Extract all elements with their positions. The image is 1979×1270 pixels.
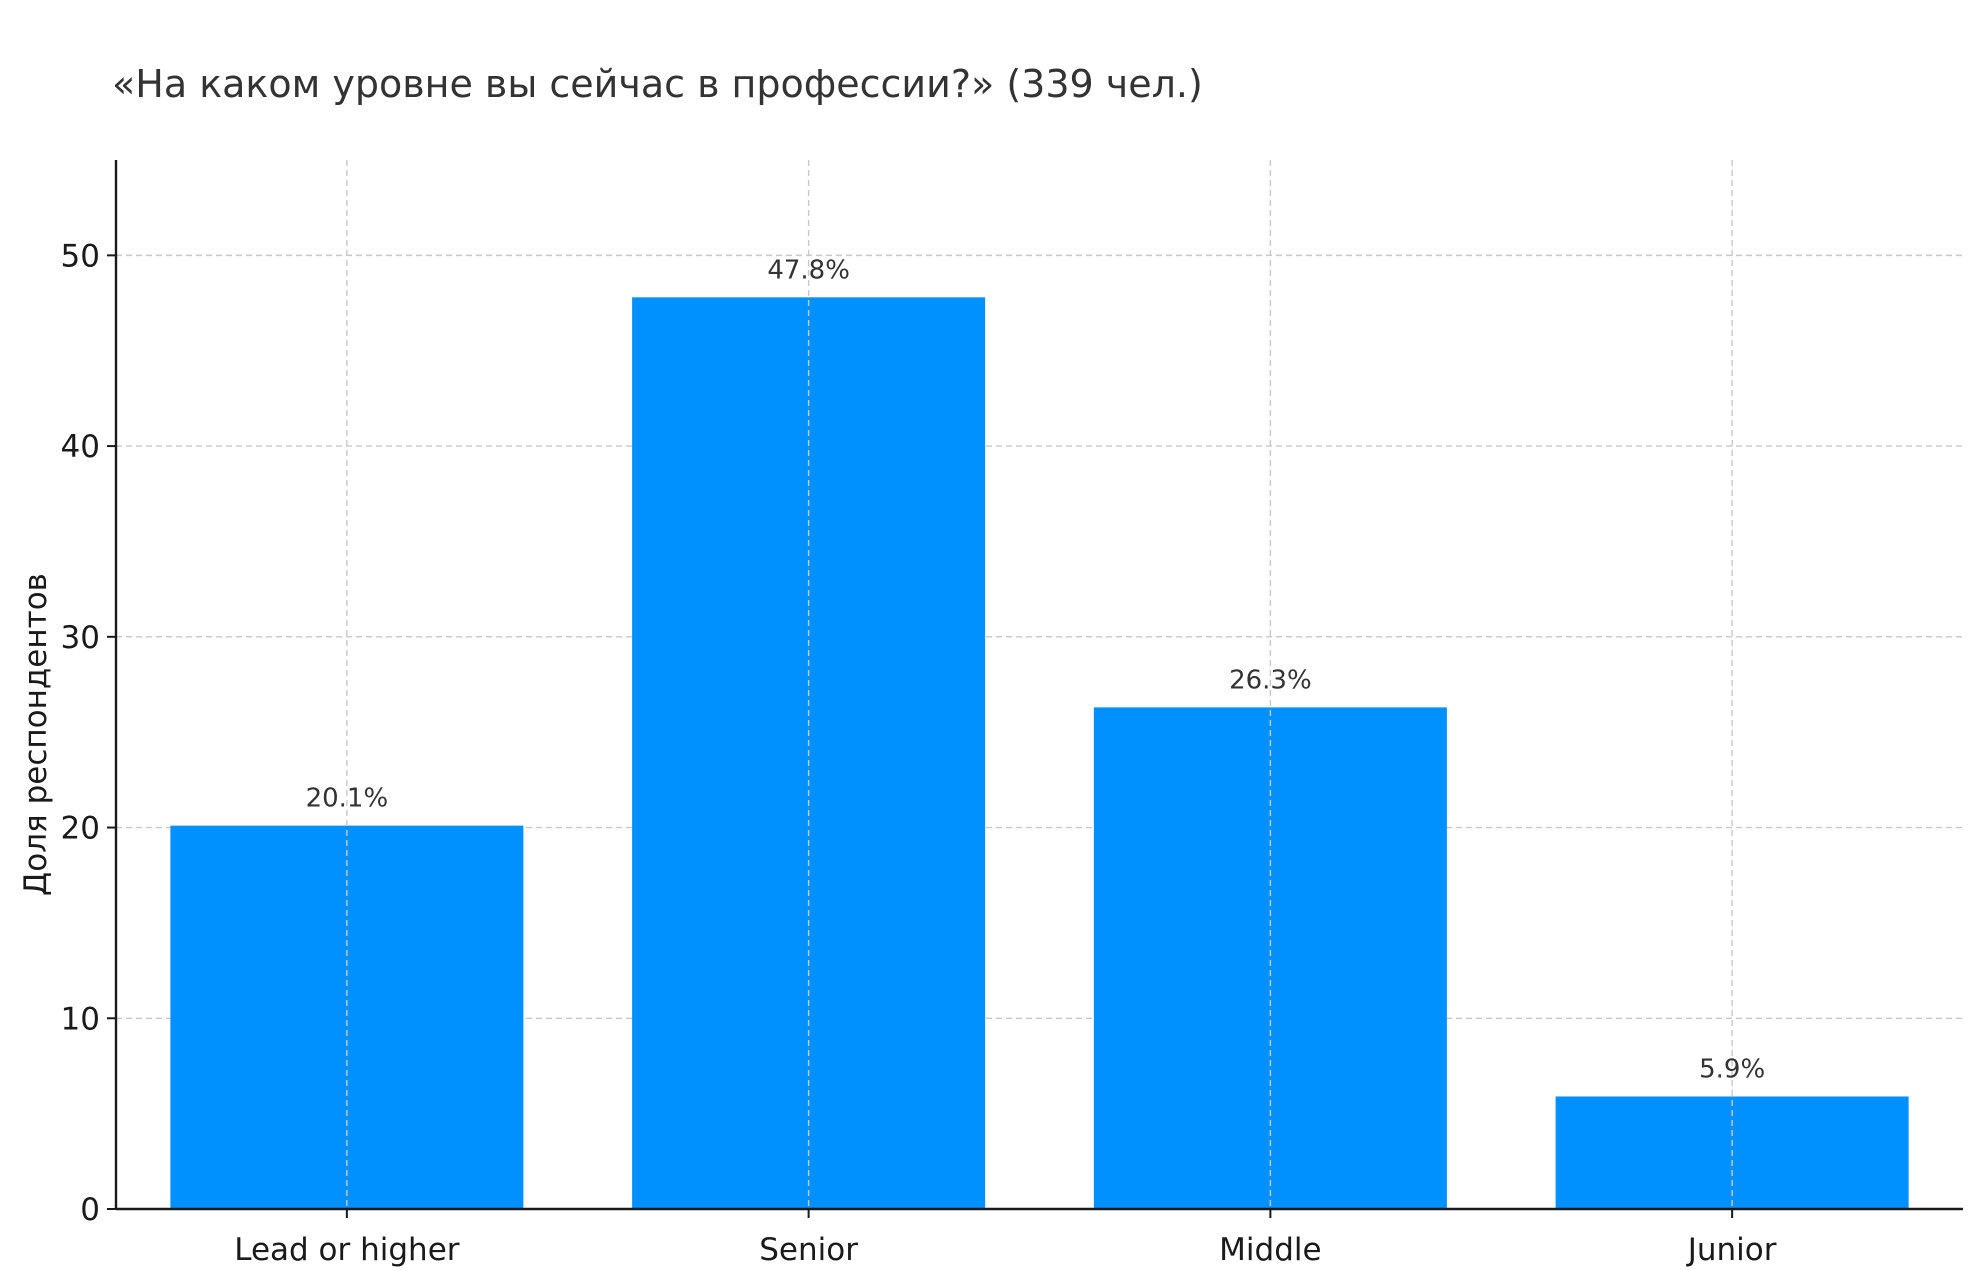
y-tick-label: 50 — [61, 238, 100, 274]
y-tick-label: 30 — [61, 620, 100, 656]
x-tick-label: Junior — [1686, 1232, 1777, 1268]
data-label: 47.8% — [767, 255, 850, 285]
x-tick-label: Senior — [759, 1232, 858, 1268]
vertical-gridlines — [346, 160, 1733, 1209]
x-tick-label: Lead or higher — [234, 1232, 460, 1268]
y-axis-label: Доля респондентов — [18, 573, 54, 896]
y-tick-label: 0 — [80, 1192, 100, 1228]
bars — [170, 297, 1909, 1210]
tick-labels: 0 10 20 30 40 50 Lead or higher Senior Middle Jun… — [61, 238, 1777, 1268]
data-label: 20.1% — [306, 784, 389, 814]
data-label: 26.3% — [1229, 665, 1312, 695]
y-tick-label: 10 — [61, 1001, 100, 1037]
data-label: 5.9% — [1699, 1054, 1765, 1084]
chart-title: «На каком уровне вы сейчас в профессии?»… — [112, 62, 1203, 106]
gridlines — [116, 254, 1963, 1019]
data-labels: 20.1% 47.8% 26.3% 5.9% — [306, 255, 1766, 1084]
y-tick-label: 20 — [61, 811, 100, 847]
x-tick-label: Middle — [1219, 1232, 1321, 1268]
y-tick-label: 40 — [61, 429, 100, 465]
axes — [114, 160, 1963, 1211]
